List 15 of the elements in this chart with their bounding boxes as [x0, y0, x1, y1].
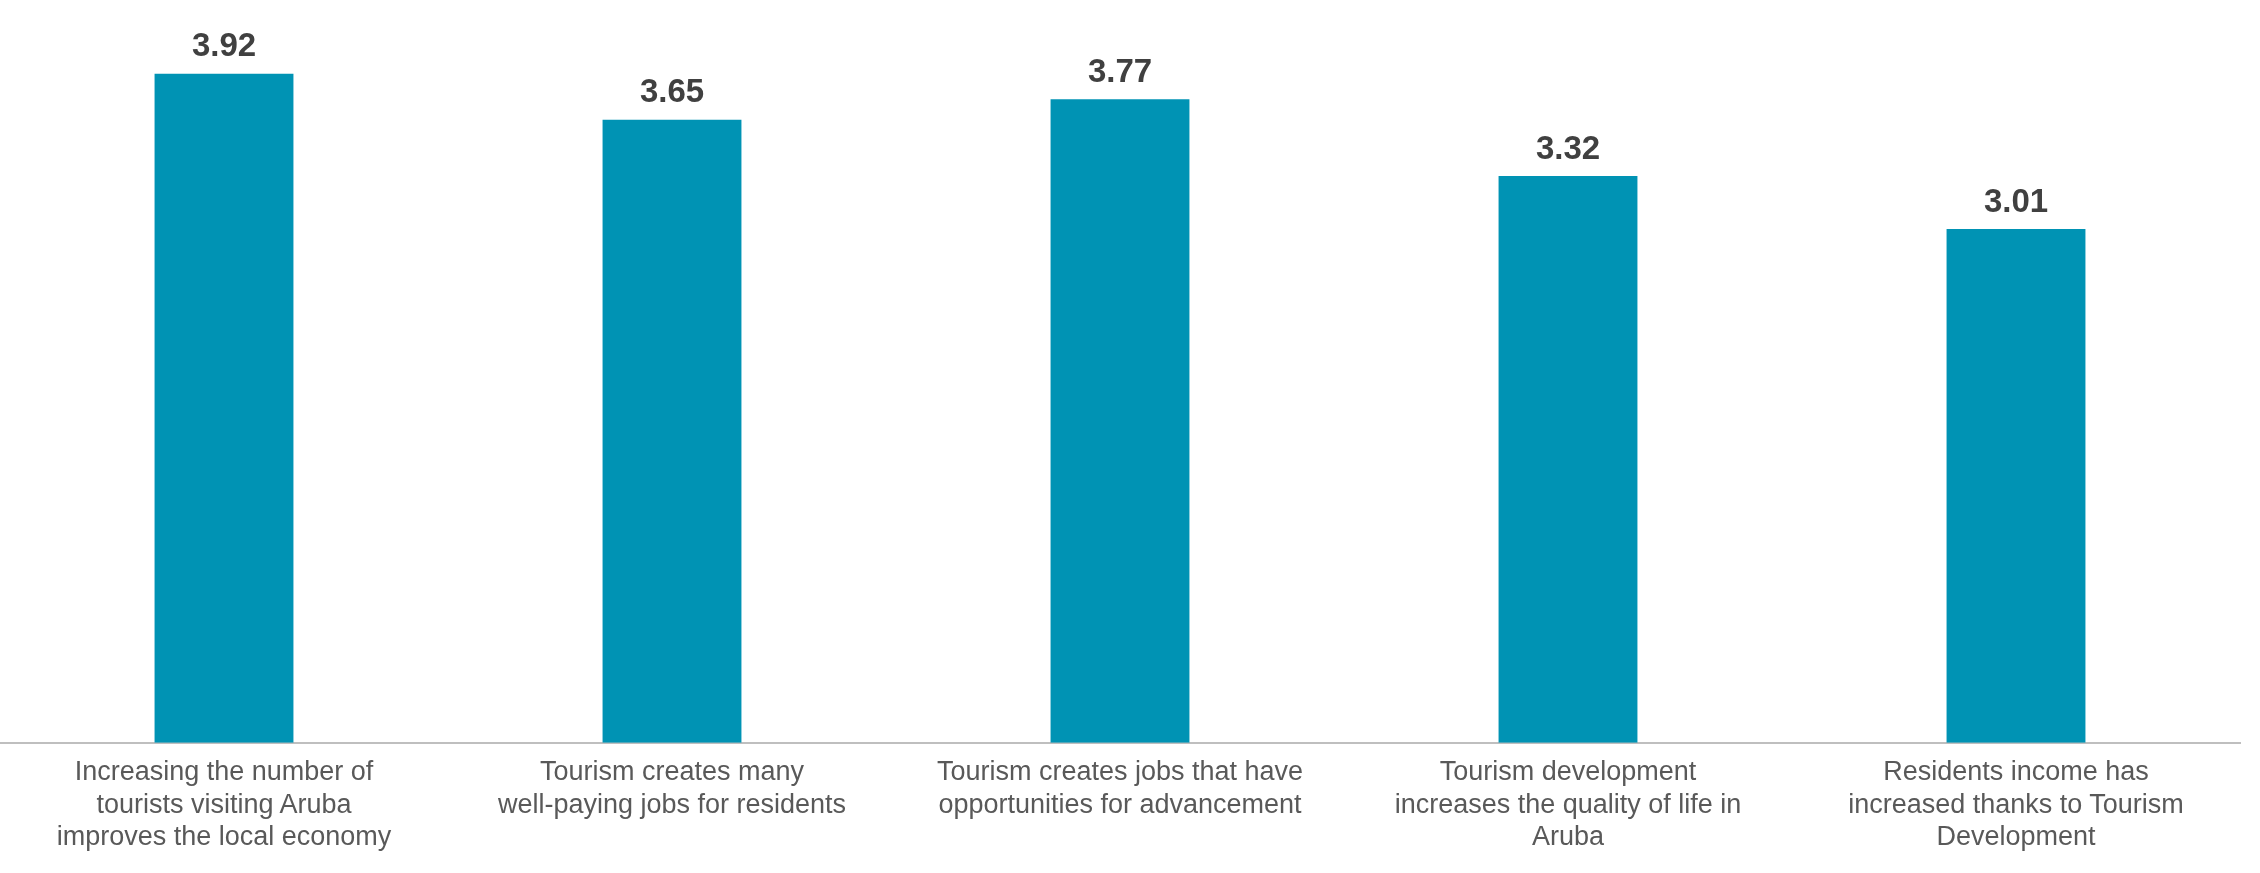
x-tick-label: Tourism development increases the quality of life in Aruba — [1394, 756, 1742, 852]
x-tick-label: Tourism creates jobs that have opportunities for advancement — [936, 756, 1304, 819]
x-tick-label: Tourism creates many well-paying jobs for residents — [496, 756, 847, 819]
data-label: 3.77 — [1087, 51, 1153, 89]
x-tick-label: Residents income has increased thanks to Tourism Development — [1848, 756, 2184, 852]
bar — [154, 73, 294, 743]
x-tick-label: Increasing the number of tourists visiting Aruba improves the local economy — [56, 756, 392, 852]
data-label: 3.92 — [191, 26, 257, 64]
data-label: 3.65 — [639, 72, 705, 110]
data-label: 3.01 — [1983, 181, 2049, 219]
data-label: 3.32 — [1535, 128, 1601, 166]
bar — [602, 119, 742, 743]
bar — [1498, 176, 1638, 743]
bar — [1050, 99, 1190, 743]
bar — [1946, 228, 2086, 743]
